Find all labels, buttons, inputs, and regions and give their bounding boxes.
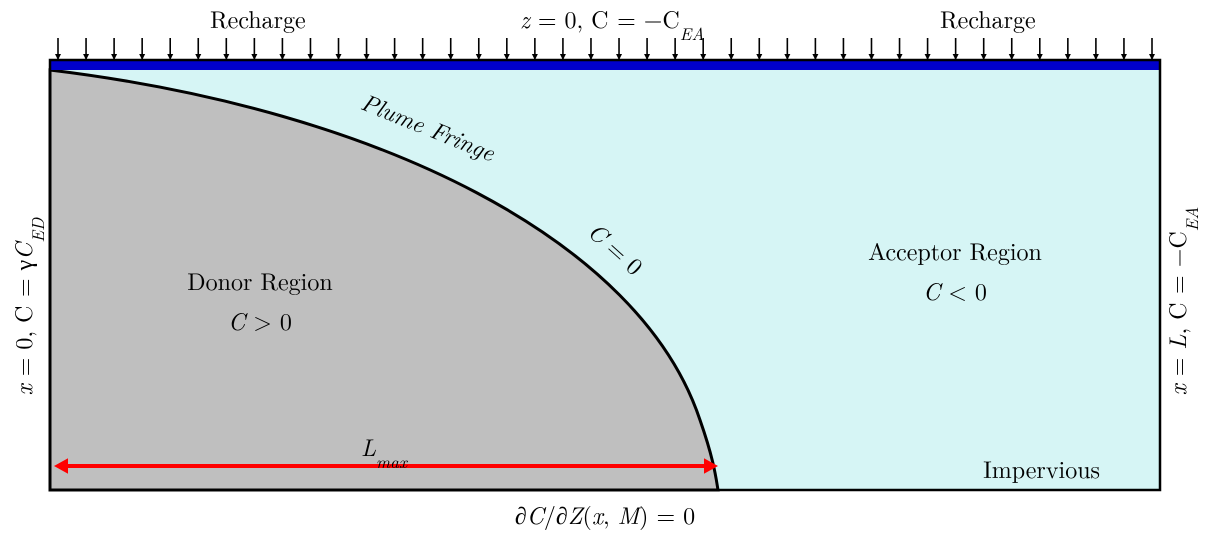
- acceptor-title: Acceptor Region: [868, 233, 1042, 267]
- right-bc-label: x = L, C = −CEA: [1159, 207, 1204, 396]
- donor-cond: C > 0: [228, 303, 292, 337]
- recharge-right-label: Recharge: [940, 1, 1036, 35]
- bottom-bc-label: ∂C/∂Z(x, M) = 0: [515, 497, 695, 531]
- top-bc-label: z = 0, C = −CEA: [520, 1, 704, 46]
- impervious-label: Impervious: [983, 451, 1100, 485]
- recharge-left-label: Recharge: [210, 1, 306, 35]
- left-bc-label: x = 0, C = γCED: [5, 217, 50, 396]
- donor-title: Donor Region: [187, 263, 332, 297]
- recharge-arrows: [55, 38, 1155, 60]
- acceptor-cond: C < 0: [923, 273, 987, 307]
- top-recharge-band: [50, 60, 1160, 70]
